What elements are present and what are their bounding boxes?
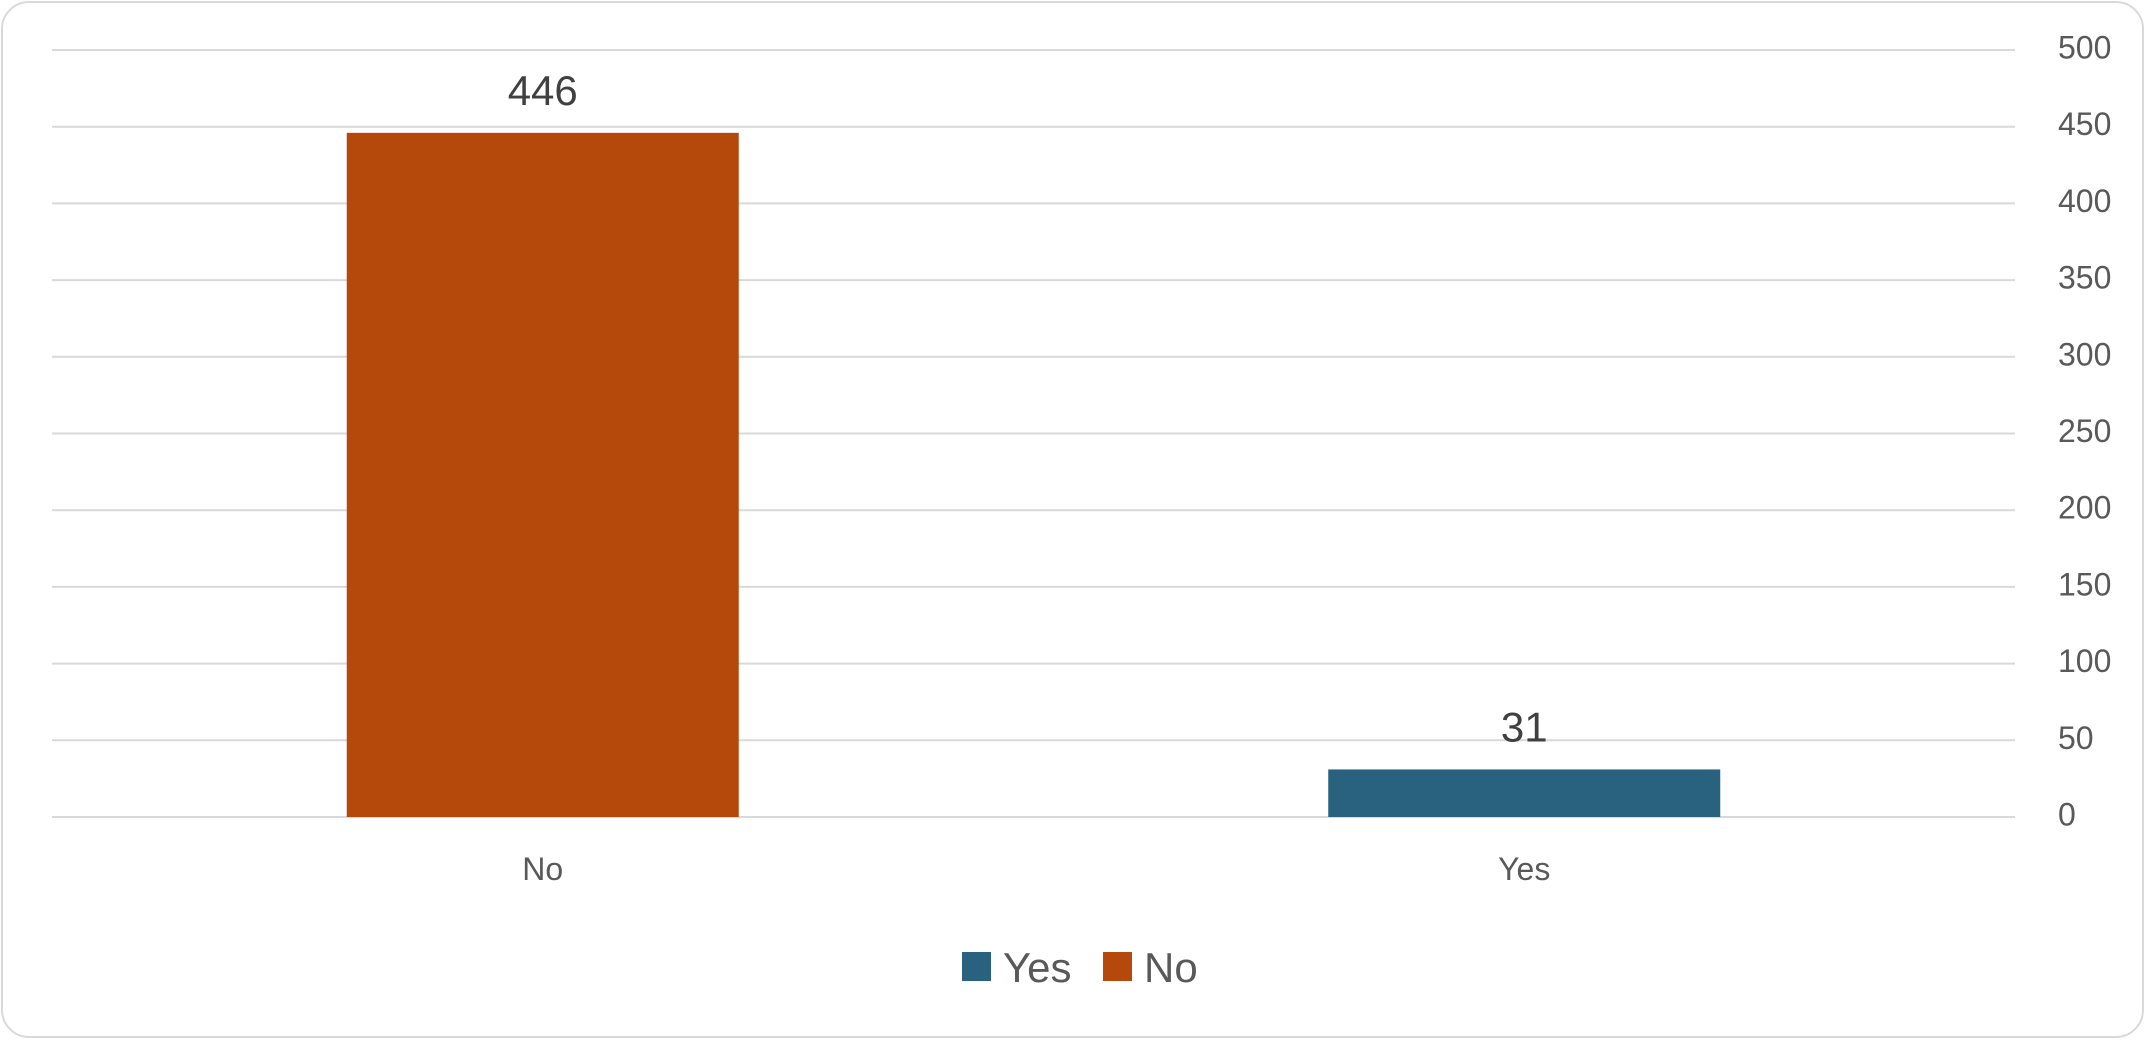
y-tick-label: 100 <box>2058 643 2111 679</box>
bars <box>346 132 1721 817</box>
legend-label: No <box>1144 944 1198 991</box>
y-tick-label: 150 <box>2058 566 2111 602</box>
data-label: 31 <box>1501 703 1548 750</box>
y-tick-label: 300 <box>2058 336 2111 372</box>
bar-no <box>346 132 739 817</box>
gridlines <box>52 49 2015 818</box>
y-tick-label: 350 <box>2058 260 2111 296</box>
y-axis-ticks: 0 50 100 150 200 250 300 350 400 450 500 <box>2058 29 2111 832</box>
legend-swatch <box>1103 952 1132 981</box>
y-tick-label: 250 <box>2058 413 2111 449</box>
y-tick-label: 500 <box>2058 29 2111 65</box>
x-category-label: Yes <box>1498 851 1550 887</box>
bar-yes <box>1328 769 1721 817</box>
legend-label: Yes <box>1003 944 1072 991</box>
y-tick-label: 450 <box>2058 106 2111 142</box>
y-tick-label: 0 <box>2058 796 2076 832</box>
y-tick-label: 200 <box>2058 490 2111 526</box>
y-tick-label: 400 <box>2058 183 2111 219</box>
legend: Yes No <box>962 944 1198 991</box>
y-tick-label: 50 <box>2058 720 2094 756</box>
data-label: 446 <box>508 67 578 114</box>
x-axis-categories: No Yes <box>522 851 1550 887</box>
x-category-label: No <box>522 851 563 887</box>
data-labels: 446 31 <box>508 67 1548 751</box>
legend-swatch <box>962 952 991 981</box>
